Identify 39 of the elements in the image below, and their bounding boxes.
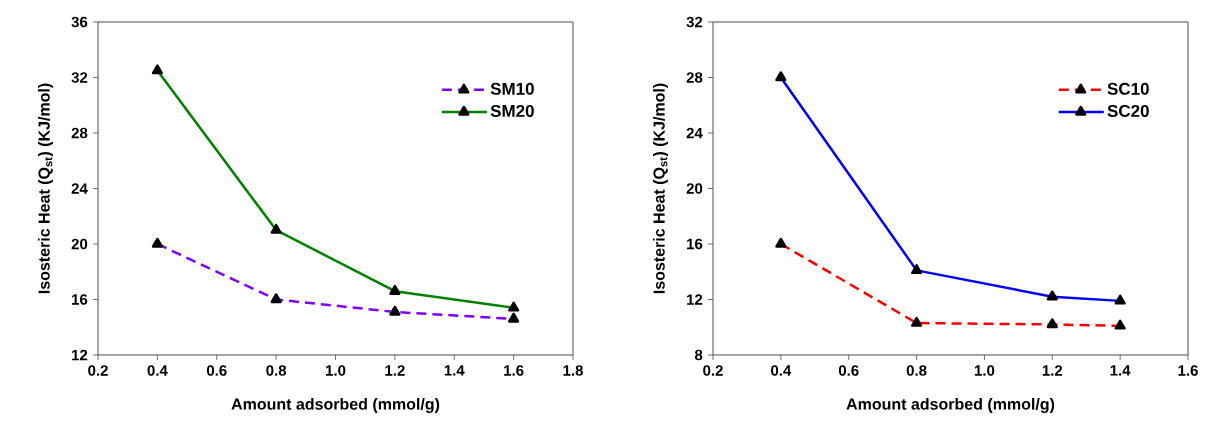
x-tick-label: 1.6	[1178, 365, 1198, 376]
legend-label: SC20	[1107, 104, 1149, 117]
y-tick-label: 32	[686, 16, 703, 28]
y-tick-label: 12	[687, 294, 703, 305]
y-tick-label: 24	[686, 127, 703, 139]
legend-label: SM20	[490, 104, 534, 117]
legend-label: SC10	[1107, 82, 1149, 95]
x-tick-label: 1.4	[444, 365, 465, 376]
x-tick-label: 1.6	[504, 365, 524, 376]
x-tick-label: 0.8	[266, 365, 287, 376]
y-tick-label: 16	[72, 294, 88, 305]
y-tick-label: 36	[71, 16, 88, 28]
y-tick-label: 20	[71, 238, 88, 250]
x-tick-label: 1.2	[1042, 365, 1063, 376]
x-axis-title: Amount adsorbed (mmol/g)	[231, 398, 440, 413]
x-tick-label: 0.6	[838, 365, 859, 376]
y-tick-label: 28	[71, 127, 88, 139]
x-tick-label: 0.8	[906, 365, 927, 376]
y-tick-label: 16	[687, 238, 703, 250]
x-tick-label: 1.4	[1110, 365, 1131, 376]
y-tick-label: 8	[694, 349, 703, 361]
x-tick-label: 1.2	[385, 365, 405, 376]
y-tick-label: 24	[71, 183, 88, 194]
x-tick-label: 0.6	[206, 365, 227, 376]
x-tick-label: 1.8	[563, 365, 583, 376]
y-tick-label: 28	[686, 72, 703, 83]
legend-label: SM10	[490, 82, 534, 95]
x-tick-label: 1.0	[326, 365, 346, 376]
y-tick-label: 32	[71, 72, 88, 83]
x-axis-title: Amount adsorbed (mmol/g)	[846, 398, 1055, 413]
y-axis-title: Isosteric Heat (Q$_{st}$) (KJ/mol)	[38, 83, 53, 294]
x-tick-label: 0.4	[147, 365, 168, 376]
y-tick-label: 20	[686, 183, 703, 194]
x-tick-label: 0.2	[88, 365, 108, 376]
x-tick-label: 1.0	[974, 365, 995, 376]
x-tick-label: 0.4	[771, 365, 792, 376]
y-axis-title: Isosteric Heat (Q$_{st}$) (KJ/mol)	[653, 83, 668, 294]
y-tick-label: 12	[72, 349, 88, 361]
x-tick-label: 0.2	[703, 365, 723, 376]
